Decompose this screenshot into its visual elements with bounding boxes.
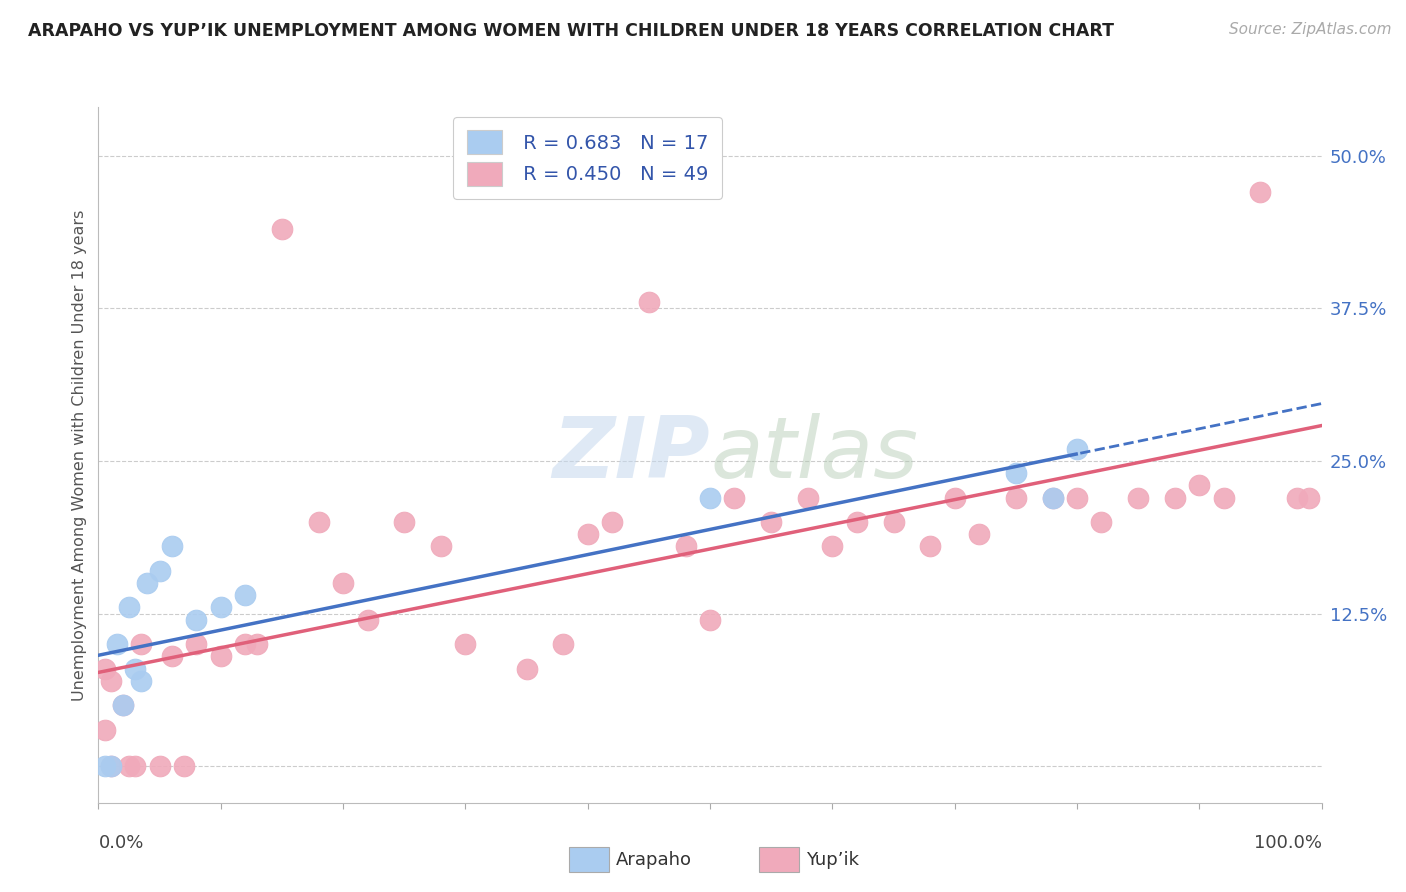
Point: [186, 613, 208, 627]
Point: [100, 673, 122, 688]
Text: Arapaho: Arapaho: [616, 851, 692, 869]
Point: [124, 759, 146, 773]
Text: ZIP: ZIP: [553, 413, 710, 497]
Point: [129, 637, 152, 651]
Point: [392, 515, 416, 529]
Point: [1066, 491, 1088, 505]
Point: [100, 759, 122, 773]
Point: [637, 295, 661, 310]
Point: [93, 661, 115, 675]
Point: [173, 759, 195, 773]
Point: [136, 576, 159, 591]
Point: [797, 491, 820, 505]
Point: [105, 637, 128, 651]
Point: [233, 588, 256, 602]
Point: [93, 759, 115, 773]
Point: [967, 527, 990, 541]
Point: [1042, 491, 1064, 505]
Point: [761, 515, 783, 529]
Point: [129, 673, 152, 688]
Point: [516, 661, 538, 675]
Point: [883, 515, 905, 529]
Text: 0.0%: 0.0%: [98, 834, 143, 852]
Point: [1286, 491, 1309, 505]
Legend:  R = 0.683   N = 17,  R = 0.450   N = 49: R = 0.683 N = 17, R = 0.450 N = 49: [453, 117, 723, 199]
Point: [699, 491, 721, 505]
Point: [1128, 491, 1150, 505]
Point: [111, 698, 134, 713]
Point: [209, 649, 232, 664]
Point: [1090, 515, 1112, 529]
Point: [149, 759, 172, 773]
Point: [149, 564, 172, 578]
Point: [821, 540, 844, 554]
Point: [186, 637, 208, 651]
Point: [1004, 467, 1026, 481]
Point: [1066, 442, 1088, 456]
Point: [430, 540, 453, 554]
Point: [308, 515, 330, 529]
Text: Yup’ik: Yup’ik: [806, 851, 859, 869]
Point: [270, 222, 294, 236]
Point: [723, 491, 745, 505]
Point: [332, 576, 354, 591]
Point: [118, 759, 141, 773]
Point: [118, 600, 141, 615]
Point: [1004, 491, 1026, 505]
Text: ARAPAHO VS YUP’IK UNEMPLOYMENT AMONG WOMEN WITH CHILDREN UNDER 18 YEARS CORRELAT: ARAPAHO VS YUP’IK UNEMPLOYMENT AMONG WOM…: [28, 22, 1114, 40]
Point: [943, 491, 966, 505]
Text: 100.0%: 100.0%: [1254, 834, 1322, 852]
Point: [111, 698, 134, 713]
Point: [124, 661, 146, 675]
Point: [920, 540, 942, 554]
Point: [699, 613, 721, 627]
Point: [233, 637, 256, 651]
Point: [1164, 491, 1187, 505]
Point: [1212, 491, 1234, 505]
Text: atlas: atlas: [710, 413, 918, 497]
Point: [160, 540, 183, 554]
Text: Source: ZipAtlas.com: Source: ZipAtlas.com: [1229, 22, 1392, 37]
Point: [576, 527, 599, 541]
Point: [1042, 491, 1064, 505]
Point: [845, 515, 868, 529]
Point: [1188, 478, 1211, 492]
Point: [160, 649, 183, 664]
Point: [356, 613, 378, 627]
Point: [1250, 186, 1272, 200]
Point: [675, 540, 697, 554]
Point: [600, 515, 623, 529]
Y-axis label: Unemployment Among Women with Children Under 18 years: Unemployment Among Women with Children U…: [72, 210, 87, 700]
Point: [209, 600, 232, 615]
Point: [1298, 491, 1320, 505]
Point: [93, 723, 115, 737]
Point: [246, 637, 269, 651]
Point: [100, 759, 122, 773]
Point: [553, 637, 575, 651]
Point: [454, 637, 477, 651]
